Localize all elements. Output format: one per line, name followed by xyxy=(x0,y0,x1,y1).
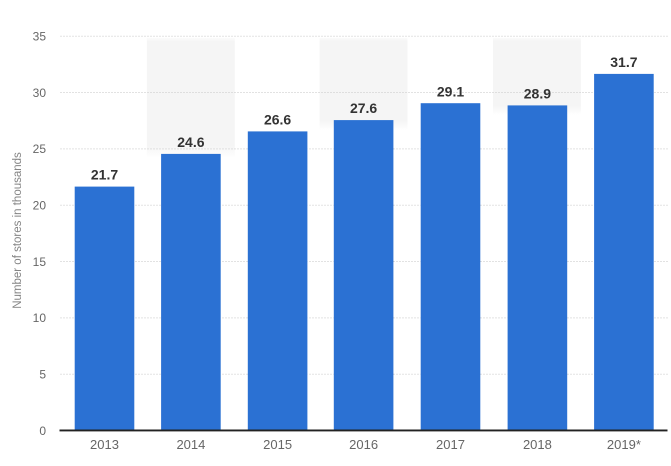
svg-text:2015: 2015 xyxy=(263,437,292,452)
svg-text:28.9: 28.9 xyxy=(524,86,551,102)
svg-text:2018: 2018 xyxy=(523,437,552,452)
svg-text:30: 30 xyxy=(33,86,47,100)
svg-text:27.6: 27.6 xyxy=(350,100,377,116)
svg-text:21.7: 21.7 xyxy=(91,167,118,183)
svg-text:2017: 2017 xyxy=(436,437,465,452)
svg-text:0: 0 xyxy=(39,424,46,438)
svg-text:2013: 2013 xyxy=(90,437,119,452)
svg-text:Number of stores in thousands: Number of stores in thousands xyxy=(12,152,24,309)
svg-text:35: 35 xyxy=(33,30,47,44)
svg-text:2019*: 2019* xyxy=(607,437,641,452)
svg-text:2014: 2014 xyxy=(176,437,205,452)
svg-text:24.6: 24.6 xyxy=(177,134,204,150)
svg-text:5: 5 xyxy=(39,368,46,382)
svg-text:26.6: 26.6 xyxy=(264,112,291,128)
svg-text:15: 15 xyxy=(33,255,47,269)
svg-text:10: 10 xyxy=(33,311,47,325)
svg-text:25: 25 xyxy=(33,142,47,156)
svg-text:29.1: 29.1 xyxy=(437,83,464,99)
svg-text:20: 20 xyxy=(33,199,47,213)
svg-text:31.7: 31.7 xyxy=(610,54,637,70)
svg-text:2016: 2016 xyxy=(349,437,378,452)
